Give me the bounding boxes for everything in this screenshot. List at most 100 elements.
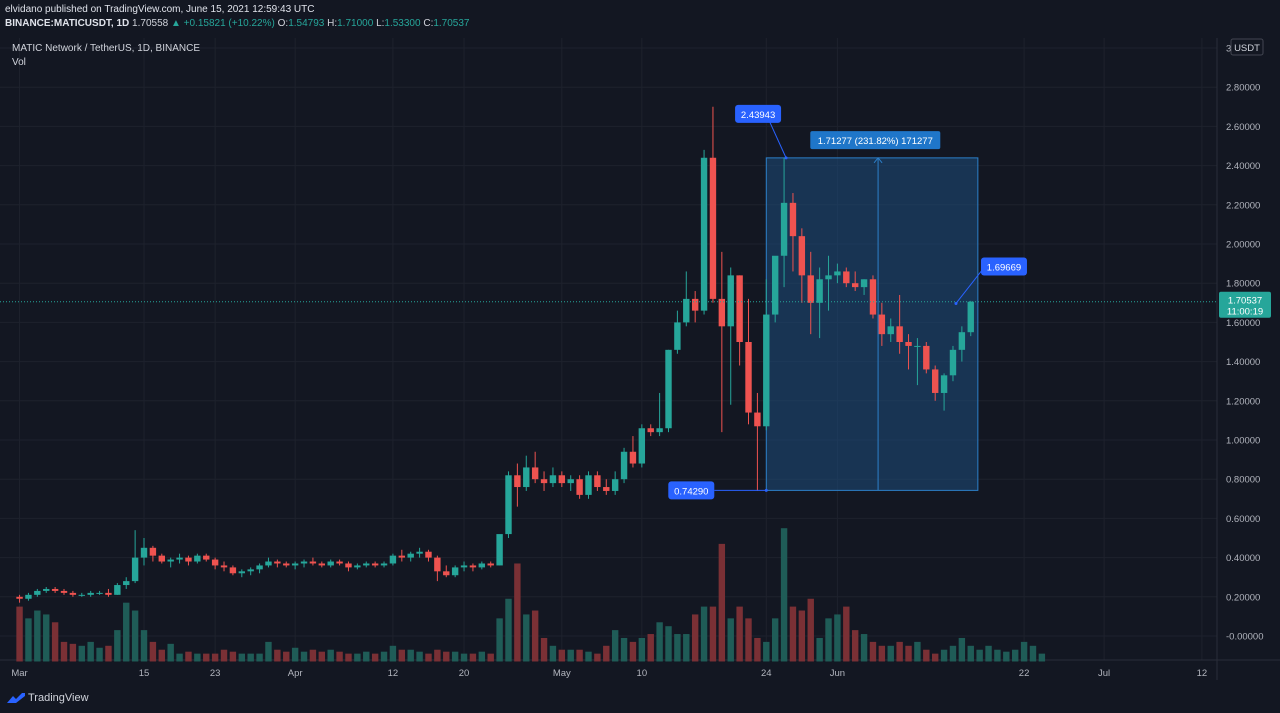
current-price-badge bbox=[1219, 291, 1271, 318]
candle-body bbox=[825, 275, 832, 280]
candle-body bbox=[843, 271, 850, 284]
candle-body bbox=[505, 475, 512, 535]
callout-label: 1.69669 bbox=[987, 262, 1021, 273]
candle-body bbox=[478, 563, 486, 568]
candle-body bbox=[443, 571, 450, 576]
volume-bar bbox=[549, 645, 557, 662]
volume-bar bbox=[43, 614, 50, 662]
tradingview-logo-icon[interactable] bbox=[6, 692, 26, 704]
candle-body bbox=[896, 326, 903, 342]
volume-bar bbox=[869, 641, 877, 662]
candle-body bbox=[51, 588, 59, 591]
volume-bar bbox=[745, 618, 752, 662]
candle-body bbox=[656, 428, 663, 433]
candle-body bbox=[718, 298, 726, 327]
volume-bar bbox=[1020, 641, 1028, 662]
price-tick-label: 0.60000 bbox=[1226, 514, 1260, 525]
volume-bar bbox=[807, 598, 814, 662]
volume-bar bbox=[620, 637, 628, 662]
volume-bar bbox=[123, 602, 130, 662]
candle-body bbox=[105, 592, 112, 595]
published-line: elvidano published on TradingView.com, J… bbox=[5, 4, 315, 15]
volume-bar bbox=[398, 649, 406, 662]
volume-bar bbox=[594, 653, 601, 662]
symbol-label: BINANCE:MATICUSDT, 1D bbox=[5, 18, 130, 29]
volume-bar bbox=[931, 653, 939, 662]
volume-bar bbox=[700, 606, 708, 662]
candle-body bbox=[123, 581, 130, 586]
volume-bar bbox=[131, 610, 139, 662]
volume-bar bbox=[558, 649, 566, 662]
candle-body bbox=[567, 479, 574, 484]
candle-body bbox=[256, 565, 263, 570]
candle-body bbox=[691, 298, 699, 311]
callout-leader bbox=[955, 266, 986, 304]
candle-body bbox=[887, 326, 894, 335]
volume-bar bbox=[389, 645, 397, 662]
volume-bar bbox=[309, 649, 317, 662]
ohlc-line: BINANCE:MATICUSDT, 1D 1.70558 ▲ +0.15821… bbox=[5, 18, 470, 30]
volume-bar bbox=[816, 637, 823, 662]
time-tick-label: 23 bbox=[210, 668, 221, 679]
candle-body bbox=[203, 555, 210, 560]
callout-label: 0.74290 bbox=[674, 486, 708, 497]
candle-body bbox=[967, 301, 974, 333]
volume-bar bbox=[540, 637, 548, 662]
grid-lines bbox=[0, 38, 1217, 660]
volume-bar bbox=[78, 645, 85, 662]
chart-area[interactable]: 1.71277 (231.82%) 171277 2.43943 0.74290 1.… bbox=[0, 38, 1280, 680]
candle-body bbox=[389, 555, 397, 564]
time-tick-label: 22 bbox=[1019, 668, 1030, 679]
volume-bar bbox=[345, 653, 352, 662]
volume-bar bbox=[300, 651, 308, 662]
volume-bar bbox=[434, 649, 441, 662]
candle-body bbox=[185, 557, 192, 562]
candle-body bbox=[780, 202, 788, 256]
volume-bar bbox=[336, 651, 343, 662]
volume-bar bbox=[69, 643, 77, 662]
open-value: 1.54793 bbox=[288, 18, 325, 29]
candle-body bbox=[736, 275, 743, 342]
volume-bar bbox=[478, 651, 486, 662]
time-tick-label: 10 bbox=[637, 668, 648, 679]
candle-body bbox=[425, 551, 432, 558]
candle-body bbox=[816, 279, 823, 303]
candle-body bbox=[834, 271, 841, 276]
volume-bar bbox=[940, 649, 948, 662]
high-label: H: bbox=[327, 18, 338, 29]
volume-bar bbox=[665, 626, 672, 662]
current-price-label: 1.70537 bbox=[1228, 296, 1262, 307]
tradingview-brand[interactable]: TradingView bbox=[28, 692, 89, 704]
time-tick-label: 24 bbox=[761, 668, 772, 679]
volume-bar bbox=[576, 649, 583, 662]
high-value: 1.71000 bbox=[337, 18, 374, 29]
volume-bar bbox=[158, 649, 165, 662]
volume-bar bbox=[514, 563, 521, 662]
candle-body bbox=[523, 467, 530, 488]
candle-body bbox=[683, 298, 690, 323]
time-tick-label: 12 bbox=[1197, 668, 1208, 679]
candle-body bbox=[514, 475, 521, 488]
callout-label: 2.43943 bbox=[741, 110, 775, 121]
volume-bar bbox=[416, 651, 423, 662]
currency-badge bbox=[1230, 38, 1264, 56]
volume-bar bbox=[363, 651, 370, 662]
volume-bar bbox=[247, 653, 254, 662]
low-value: 1.53300 bbox=[384, 18, 421, 29]
price-chart[interactable]: 1.71277 (231.82%) 171277 2.43943 0.74290 1.… bbox=[0, 38, 1280, 680]
measure-arrow-head bbox=[873, 157, 883, 164]
volume-bar bbox=[914, 641, 921, 662]
measure-box bbox=[765, 157, 979, 491]
time-tick-label: Jul bbox=[1098, 668, 1110, 679]
callout-anchor bbox=[954, 301, 958, 305]
time-tick-label: 15 bbox=[139, 668, 150, 679]
callout-bg bbox=[735, 104, 782, 123]
volume-bar bbox=[531, 610, 539, 662]
volume-bar bbox=[736, 606, 743, 662]
volume-bar bbox=[96, 647, 103, 662]
candle-body bbox=[229, 567, 237, 574]
candle-body bbox=[69, 592, 77, 595]
volume-bar bbox=[114, 630, 121, 662]
candle-body bbox=[771, 255, 779, 315]
callout-bg bbox=[980, 257, 1027, 276]
